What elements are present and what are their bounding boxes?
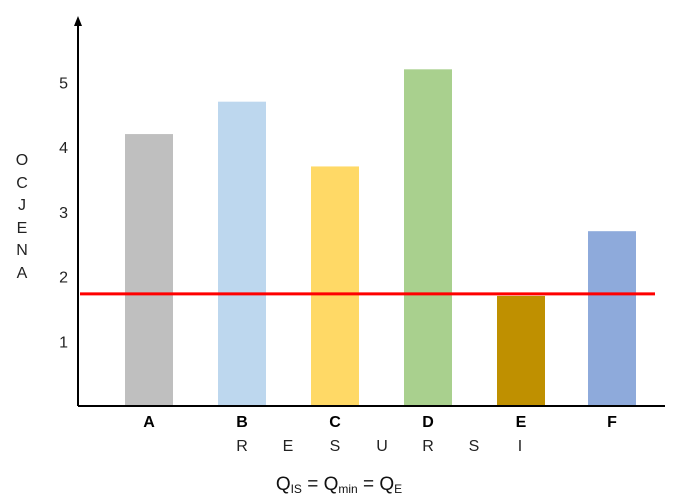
- y-tick-label: 4: [59, 140, 68, 157]
- y-tick-label: 2: [59, 270, 68, 287]
- y-tick-label: 1: [59, 334, 68, 351]
- x-axis-label-letter: I: [517, 438, 523, 455]
- formula-q-is: QIS: [275, 474, 302, 496]
- y-axis-label-letter: O: [15, 152, 29, 169]
- y-axis-label-letter: C: [16, 174, 28, 192]
- bar-D: [404, 69, 452, 407]
- y-axis-label-letter: J: [18, 197, 26, 214]
- formula-equals: =: [301, 474, 324, 495]
- formula: QIS = Qmin = QE: [0, 474, 678, 496]
- x-tick-label: C: [329, 414, 341, 431]
- y-tick-label: 5: [59, 75, 68, 92]
- x-axis-label-letter: E: [282, 438, 294, 455]
- x-tick-label: D: [422, 414, 434, 431]
- x-axis-label-letter: R: [236, 438, 248, 455]
- x-axis-label-letter: S: [329, 438, 341, 455]
- x-axis-label-letter: S: [468, 438, 480, 455]
- y-axis-label-letter: A: [16, 264, 28, 282]
- bar-B: [218, 101, 266, 406]
- x-tick-label: F: [607, 414, 617, 431]
- formula-q-e: QE: [379, 474, 403, 496]
- x-tick-label: E: [516, 414, 527, 431]
- y-axis-label-letter: E: [16, 219, 28, 237]
- formula-q-min: Qmin: [323, 474, 358, 496]
- bar-C: [311, 166, 359, 406]
- formula-equals: =: [357, 474, 380, 495]
- x-tick-label: B: [236, 414, 248, 431]
- x-tick-label: A: [143, 414, 155, 431]
- bar-F: [588, 231, 636, 406]
- y-axis-arrow-icon: [74, 16, 82, 26]
- y-axis-label-letter: N: [16, 242, 28, 259]
- y-tick-label: 3: [59, 205, 68, 222]
- bar-A: [125, 134, 173, 406]
- x-axis-label: R E S U R S I: [0, 438, 678, 460]
- x-axis-label-letter: R: [422, 438, 434, 455]
- bar-E: [497, 295, 545, 406]
- y-axis-label: O C J E N A: [12, 150, 32, 285]
- x-axis-label-letter: U: [376, 438, 388, 455]
